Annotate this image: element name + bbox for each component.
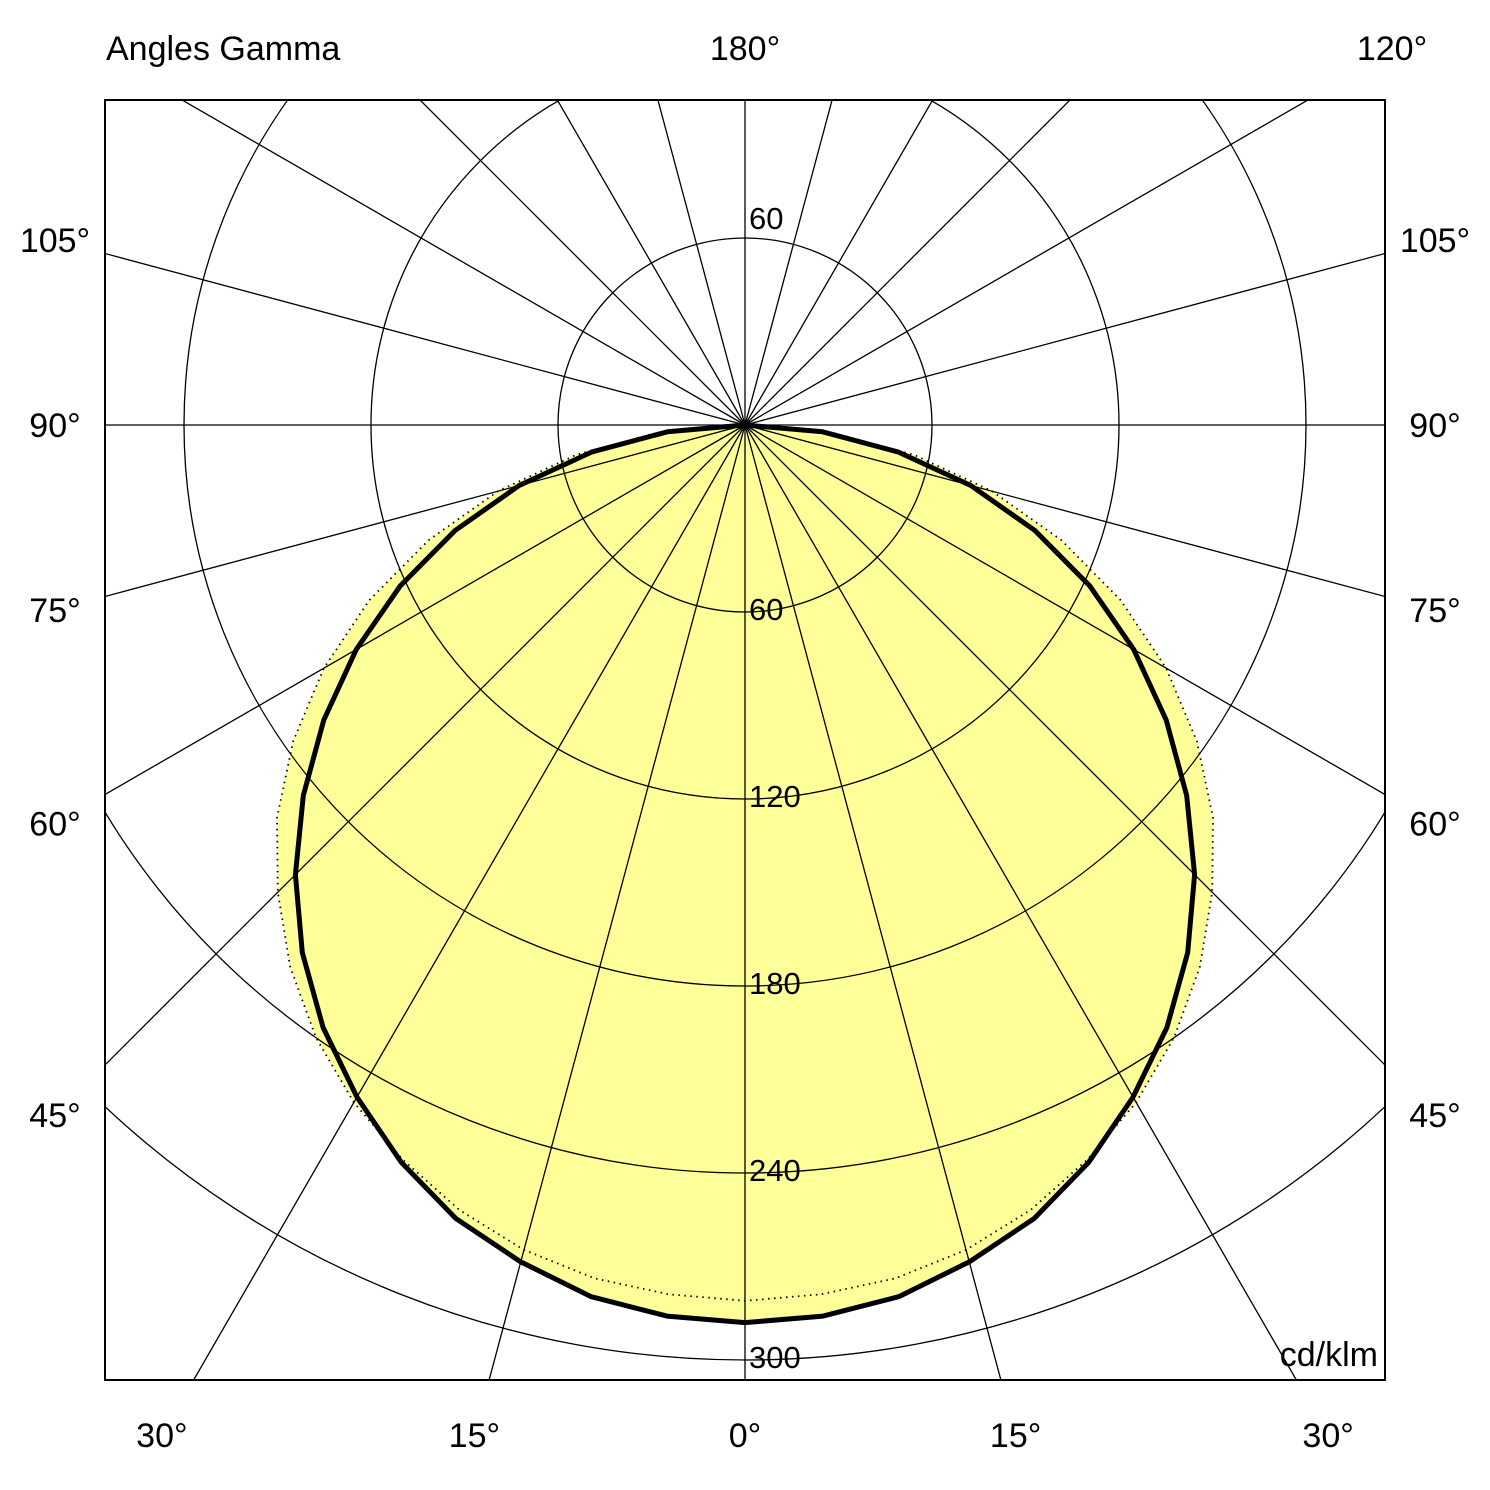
gamma-label-right: 75°	[1409, 592, 1460, 630]
ring-label: 60	[749, 592, 783, 627]
grid-ray	[657, 100, 746, 426]
ring-label: 300	[749, 1340, 801, 1375]
chart-title: Angles Gamma	[106, 30, 341, 68]
grid-ray	[105, 424, 746, 1066]
gamma-label-right: 105°	[1400, 222, 1470, 260]
grid-ray	[744, 424, 1385, 1066]
gamma-label-left: 75°	[29, 592, 80, 630]
ring-label: 120	[749, 779, 801, 814]
gamma-label-right: 60°	[1409, 805, 1460, 843]
gamma-label-left: 105°	[20, 222, 90, 260]
gamma-label-left: 60°	[29, 805, 80, 843]
unit-label: cd/klm	[1279, 1336, 1378, 1374]
gamma-label-top-center: 180°	[709, 30, 781, 68]
grid-ray	[744, 100, 1071, 426]
gamma-label-left: 45°	[29, 1097, 80, 1135]
gamma-label-bottom: 15°	[449, 1417, 500, 1455]
grid-ray	[105, 424, 746, 796]
gamma-label-left: 90°	[29, 407, 80, 445]
grid-ray	[744, 424, 1385, 598]
gamma-label-right: 90°	[1409, 407, 1460, 445]
grid-ray	[180, 100, 746, 426]
gamma-label-bottom: 30°	[1302, 1417, 1353, 1455]
grid-ray	[744, 424, 1385, 796]
gamma-label-bottom: 15°	[990, 1417, 1041, 1455]
grid-ray	[556, 100, 746, 426]
grid-ray	[105, 252, 746, 426]
gamma-label-bottom: 30°	[136, 1417, 187, 1455]
gamma-label-right: 45°	[1409, 1097, 1460, 1135]
grid-ray	[105, 424, 746, 598]
ring-label: 240	[749, 1153, 801, 1188]
grid-ray	[744, 100, 833, 426]
grid-ray	[744, 424, 1002, 1380]
gamma-label-top-right: 120°	[1356, 30, 1428, 68]
grid-ray	[744, 100, 1310, 426]
grid-ray	[419, 100, 746, 426]
intensity-curve-c0-c180	[292, 422, 1198, 1326]
ring-label: 180	[749, 966, 801, 1001]
grid-ray	[744, 252, 1385, 426]
grid-ray	[744, 424, 1298, 1380]
gamma-label-bottom: 0°	[729, 1417, 762, 1455]
ring-label: 60	[749, 201, 783, 236]
plot-border	[104, 99, 1386, 1381]
grid-ray	[192, 424, 746, 1380]
grid-ray	[488, 424, 746, 1380]
grid-ray	[744, 100, 934, 426]
intensity-curve-c90-c270	[276, 424, 1214, 1302]
